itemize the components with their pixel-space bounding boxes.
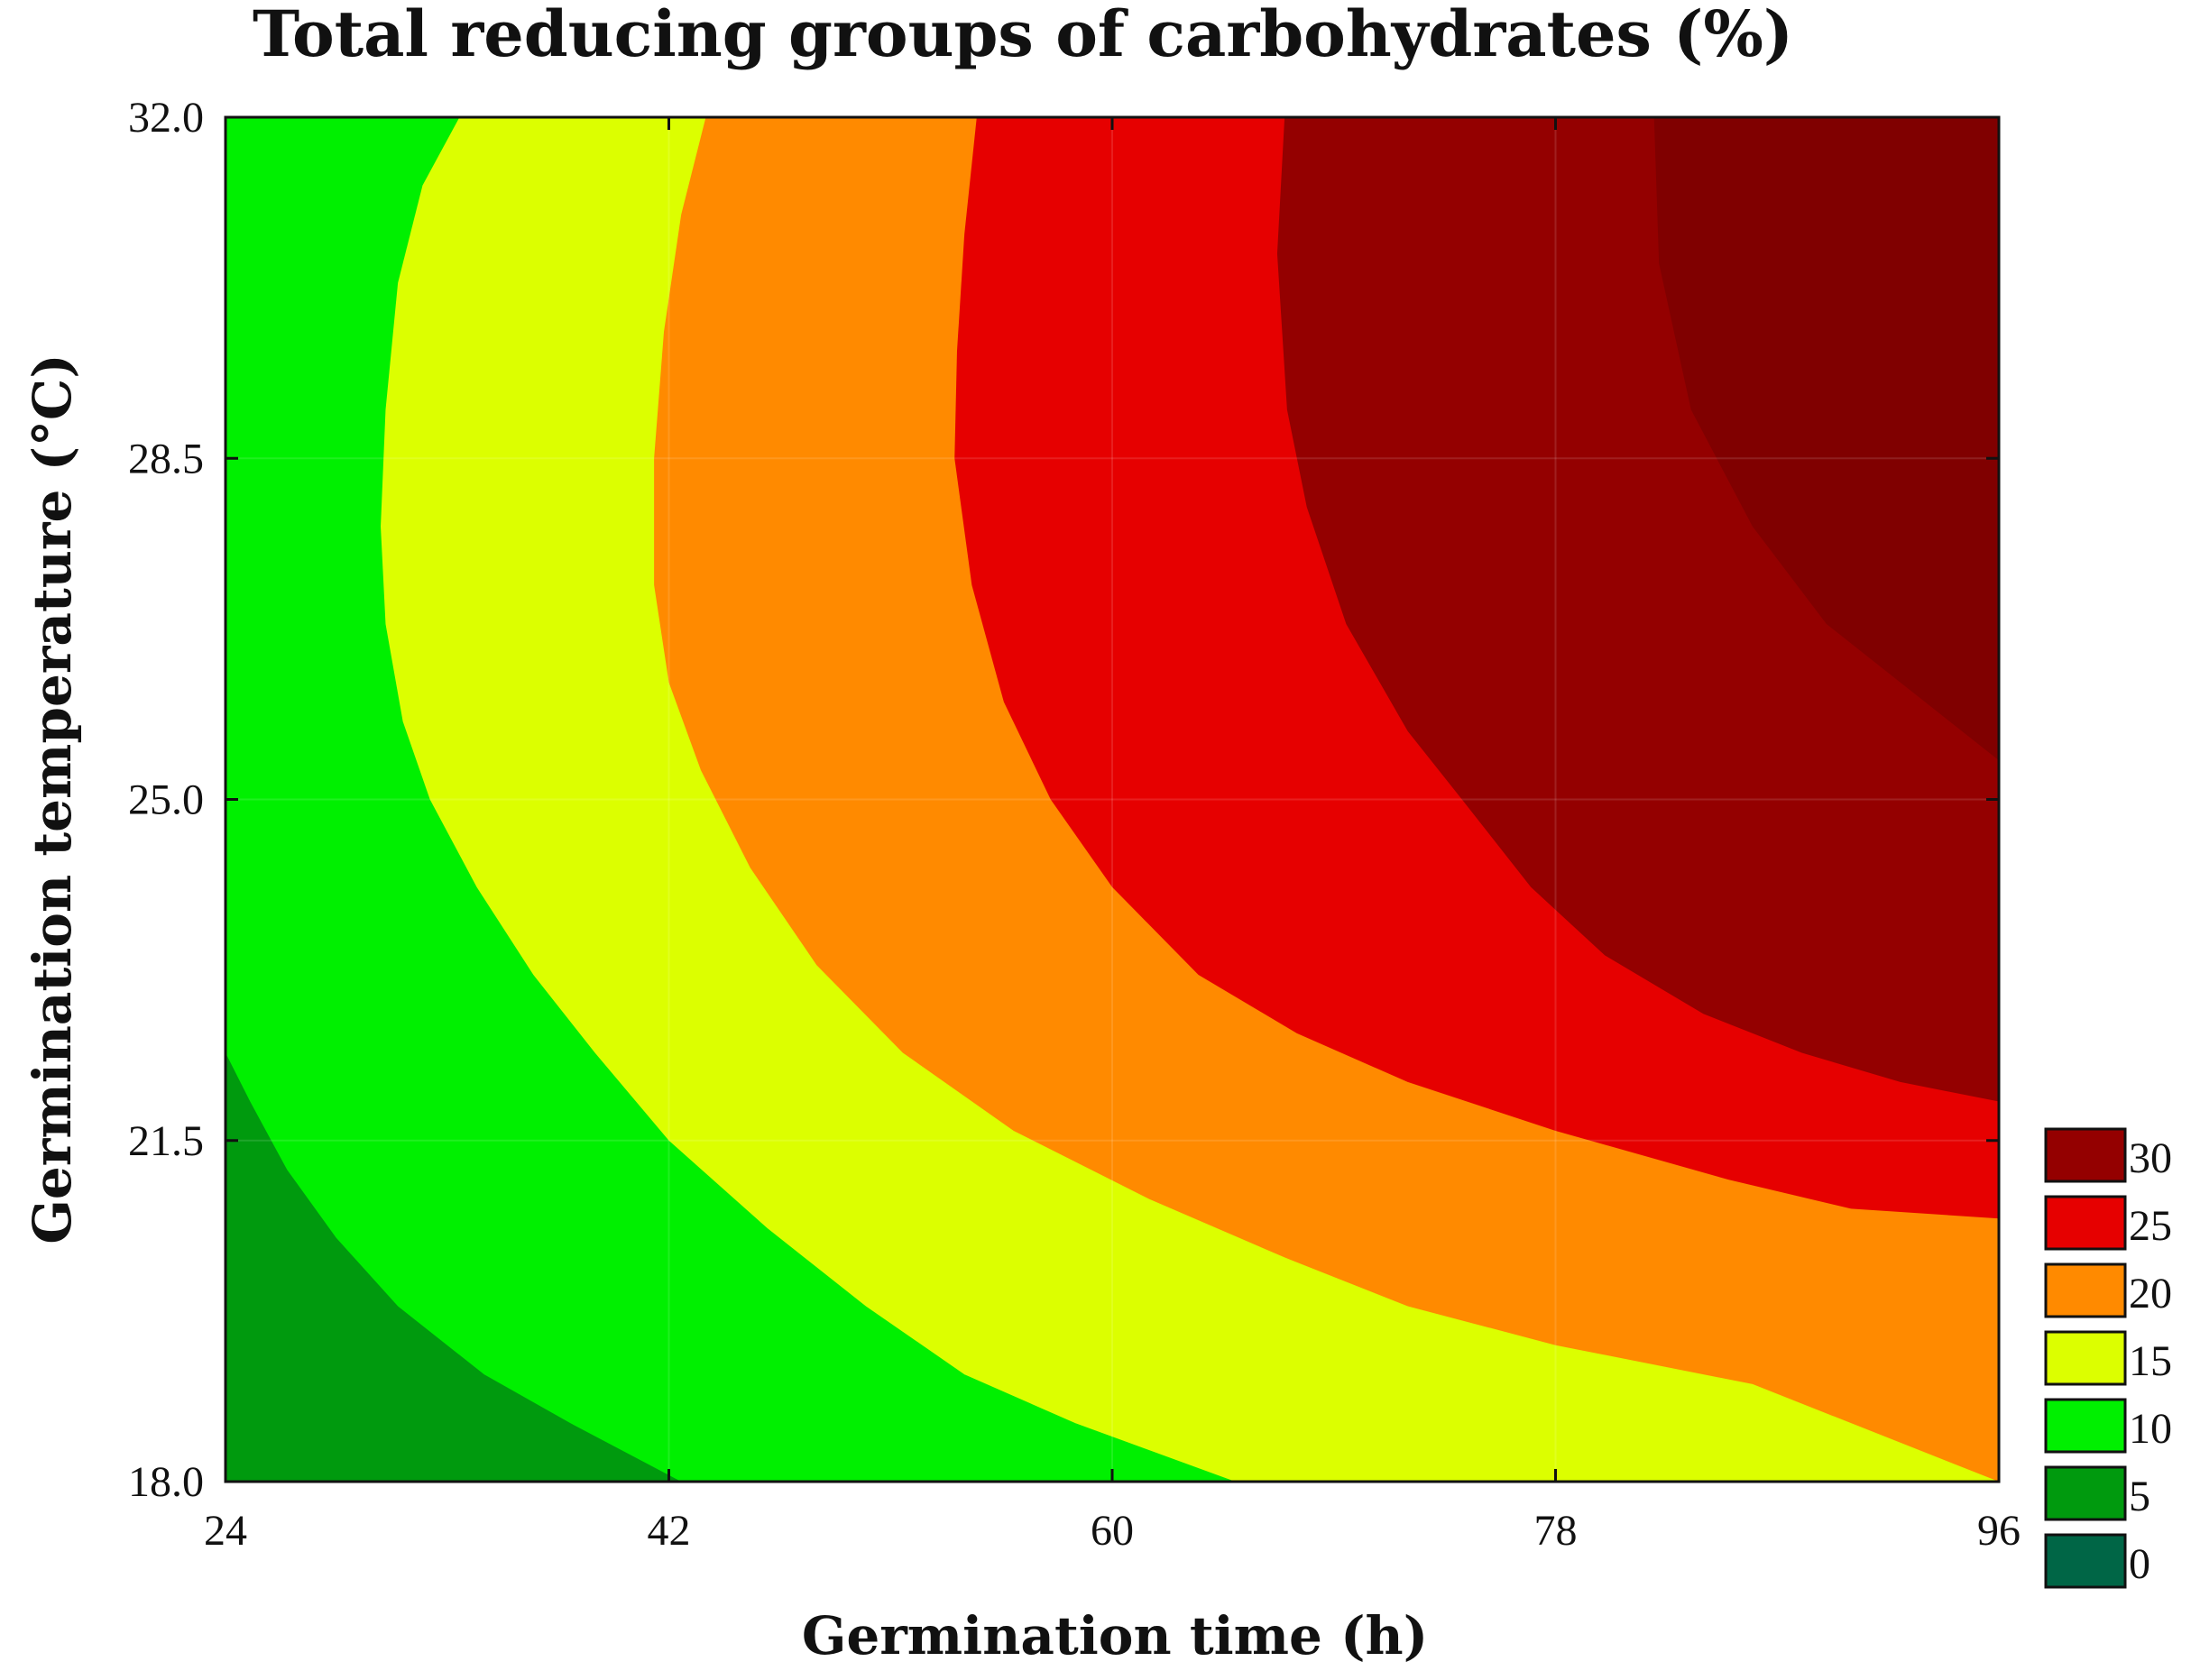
x-tick-label: 42 <box>648 1507 691 1555</box>
y-tick-label: 28.5 <box>128 435 204 482</box>
legend-swatch-0 <box>2044 1533 2127 1589</box>
x-tick-label: 60 <box>1091 1507 1134 1555</box>
legend-label-30: 30 <box>2129 1134 2172 1182</box>
legend-swatch-25 <box>2044 1195 2127 1251</box>
x-tick-label: 96 <box>1977 1507 2021 1555</box>
y-tick-labels: 18.0 21.5 25.0 28.5 32.0 <box>128 94 204 1506</box>
x-tick-label: 78 <box>1534 1507 1578 1555</box>
x-axis-label: Germination time (h) <box>802 1605 1428 1666</box>
x-tick-label: 24 <box>204 1507 247 1555</box>
y-tick-label: 21.5 <box>128 1117 204 1165</box>
y-tick-label: 18.0 <box>128 1458 204 1506</box>
legend-label-10: 10 <box>2129 1405 2172 1453</box>
legend-label-5: 5 <box>2129 1473 2150 1520</box>
y-tick-label: 25.0 <box>128 776 204 824</box>
legend: 30 25 20 15 10 5 0 <box>2044 1127 2172 1589</box>
x-tick-labels: 24 42 60 78 96 <box>204 1507 2021 1555</box>
chart-title: Total reducing groups of carbohydrates (… <box>253 0 1793 71</box>
contour-fills <box>226 117 1999 1482</box>
legend-label-0: 0 <box>2129 1540 2150 1588</box>
legend-swatch-5 <box>2044 1465 2127 1521</box>
legend-swatch-15 <box>2044 1330 2127 1386</box>
legend-swatch-30 <box>2044 1127 2127 1183</box>
y-axis-label: Germination temperature (°C) <box>22 353 83 1244</box>
y-tick-label: 32.0 <box>128 94 204 142</box>
legend-label-15: 15 <box>2129 1337 2172 1385</box>
legend-label-25: 25 <box>2129 1202 2172 1250</box>
legend-label-20: 20 <box>2129 1270 2172 1317</box>
region-above-level-30 <box>1653 117 1999 761</box>
axis-ticks <box>224 115 2001 1483</box>
legend-swatch-10 <box>2044 1398 2127 1454</box>
legend-swatch-20 <box>2044 1262 2127 1318</box>
